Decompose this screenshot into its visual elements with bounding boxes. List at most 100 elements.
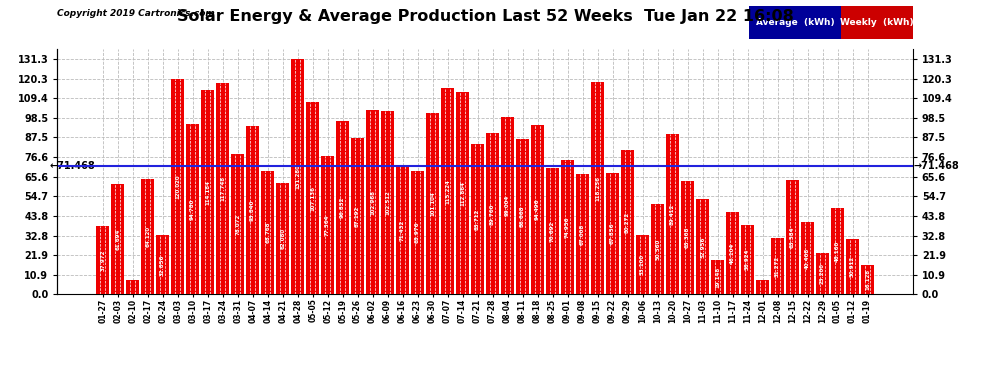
Bar <box>127 280 139 294</box>
Text: 102.512: 102.512 <box>385 190 390 215</box>
Text: 94.496: 94.496 <box>535 199 541 220</box>
Text: 115.224: 115.224 <box>446 178 450 204</box>
Text: 118.256: 118.256 <box>595 176 600 201</box>
Bar <box>291 59 304 294</box>
Text: 77.364: 77.364 <box>325 214 330 236</box>
Bar <box>846 239 859 294</box>
Text: 16.128: 16.128 <box>865 269 870 291</box>
Text: 99.004: 99.004 <box>505 195 510 216</box>
Bar <box>247 126 259 294</box>
Bar <box>696 200 709 294</box>
Text: 31.272: 31.272 <box>775 256 780 277</box>
Text: 38.924: 38.924 <box>745 249 750 270</box>
Text: 131.280: 131.280 <box>295 164 300 189</box>
Bar <box>456 92 469 294</box>
Bar <box>727 212 739 294</box>
Text: 32.856: 32.856 <box>160 254 165 276</box>
Bar <box>756 280 769 294</box>
Text: 63.308: 63.308 <box>685 227 690 248</box>
Bar <box>861 266 874 294</box>
Text: 78.072: 78.072 <box>236 214 241 235</box>
Bar <box>832 208 843 294</box>
Text: 37.972: 37.972 <box>100 250 105 271</box>
Text: 80.272: 80.272 <box>625 212 630 233</box>
Bar <box>366 110 379 294</box>
Text: Solar Energy & Average Production Last 52 Weeks  Tue Jan 22 16:08: Solar Energy & Average Production Last 5… <box>177 9 793 24</box>
Bar <box>442 88 454 294</box>
Text: 68.976: 68.976 <box>415 222 420 243</box>
Bar <box>306 102 319 294</box>
Text: 62.080: 62.080 <box>280 228 285 249</box>
Bar <box>471 144 484 294</box>
Text: 83.712: 83.712 <box>475 209 480 230</box>
Text: Weekly  (kWh): Weekly (kWh) <box>840 18 914 27</box>
Text: 114.184: 114.184 <box>205 180 210 204</box>
Bar <box>711 260 724 294</box>
Text: 61.694: 61.694 <box>115 228 120 250</box>
Bar <box>576 174 589 294</box>
Text: 94.780: 94.780 <box>190 199 195 220</box>
Bar <box>501 117 514 294</box>
Bar <box>621 150 634 294</box>
Bar <box>637 235 648 294</box>
Bar <box>516 139 529 294</box>
Bar <box>561 160 574 294</box>
Bar <box>486 134 499 294</box>
Text: 50.560: 50.560 <box>655 238 660 260</box>
Text: 89.412: 89.412 <box>670 204 675 225</box>
Bar <box>276 183 289 294</box>
Bar <box>96 226 109 294</box>
Text: 89.760: 89.760 <box>490 203 495 225</box>
Text: 71.432: 71.432 <box>400 220 405 241</box>
Bar <box>427 113 439 294</box>
Bar <box>681 181 694 294</box>
Text: 23.200: 23.200 <box>820 263 825 284</box>
Text: 48.160: 48.160 <box>835 241 841 262</box>
Text: 19.148: 19.148 <box>715 267 720 288</box>
Text: 96.832: 96.832 <box>341 197 346 218</box>
Bar <box>351 138 364 294</box>
Text: 46.104: 46.104 <box>730 242 735 264</box>
Text: 63.584: 63.584 <box>790 226 795 248</box>
Text: 33.100: 33.100 <box>641 254 645 275</box>
Bar <box>396 166 409 294</box>
Bar <box>606 173 619 294</box>
Bar <box>216 83 229 294</box>
Text: 64.120: 64.120 <box>146 226 150 248</box>
Bar <box>232 154 244 294</box>
Bar <box>816 253 829 294</box>
Bar <box>591 82 604 294</box>
Text: 67.856: 67.856 <box>610 223 615 244</box>
Bar <box>532 125 544 294</box>
Text: 67.008: 67.008 <box>580 224 585 245</box>
Bar <box>337 121 349 294</box>
Text: 87.192: 87.192 <box>355 206 360 227</box>
Text: 107.136: 107.136 <box>310 186 315 211</box>
Bar <box>142 179 154 294</box>
Bar <box>261 171 274 294</box>
Bar <box>381 111 394 294</box>
Text: 93.840: 93.840 <box>250 200 255 221</box>
Text: Copyright 2019 Cartronics.com: Copyright 2019 Cartronics.com <box>57 9 215 18</box>
Text: 112.864: 112.864 <box>460 181 465 206</box>
Text: 74.956: 74.956 <box>565 216 570 238</box>
Text: 40.408: 40.408 <box>805 248 810 269</box>
Text: 68.768: 68.768 <box>265 222 270 243</box>
Bar <box>666 134 679 294</box>
Text: 52.956: 52.956 <box>700 236 705 258</box>
Text: 102.968: 102.968 <box>370 190 375 214</box>
Bar <box>201 90 214 294</box>
Bar <box>171 79 184 294</box>
Bar <box>651 204 664 294</box>
Bar <box>411 171 424 294</box>
Bar <box>546 168 559 294</box>
Text: 101.104: 101.104 <box>430 191 436 216</box>
Bar <box>742 225 754 294</box>
Text: 30.912: 30.912 <box>850 256 855 277</box>
Text: ←71.468: ←71.468 <box>50 161 95 171</box>
Bar <box>156 236 169 294</box>
Text: Average  (kWh): Average (kWh) <box>755 18 835 27</box>
Bar <box>771 238 784 294</box>
Text: 86.668: 86.668 <box>520 206 525 227</box>
Bar <box>322 156 334 294</box>
